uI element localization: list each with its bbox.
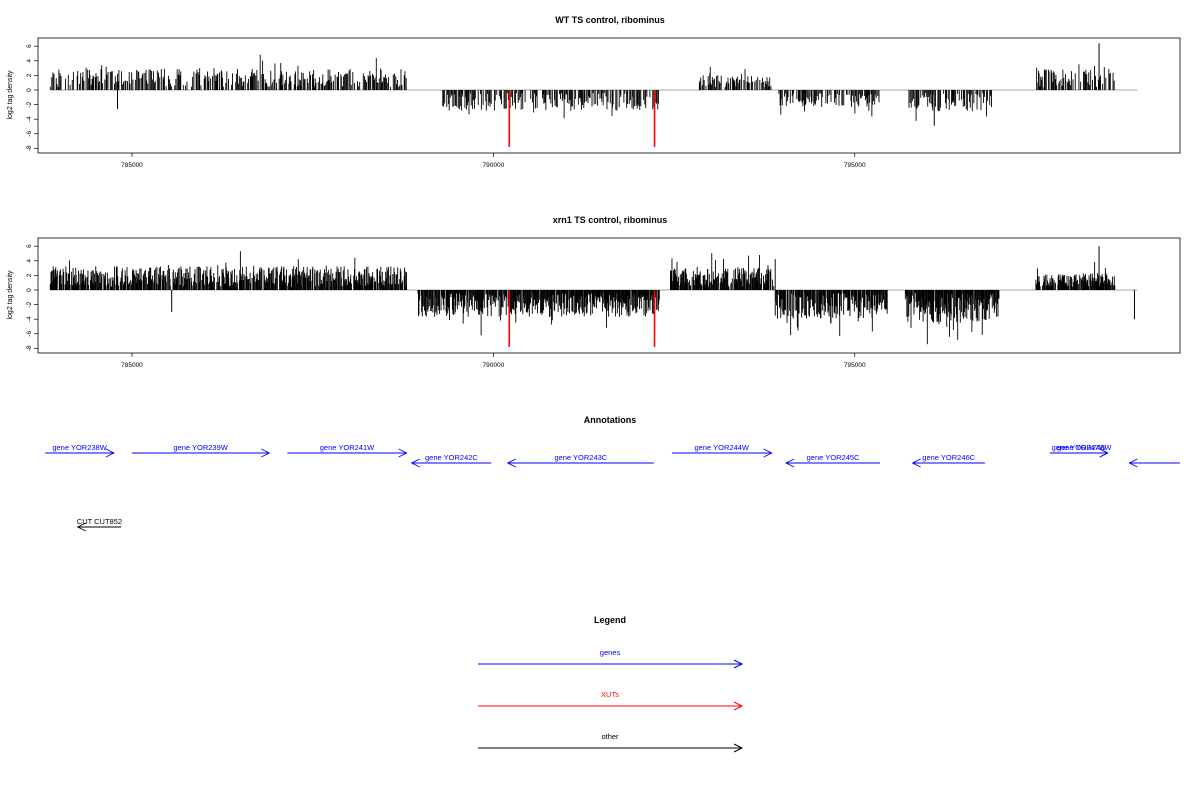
plot-frame — [37, 37, 1181, 154]
x-tick-label: 790000 — [483, 162, 505, 169]
y-tick-label: 2 — [26, 73, 33, 77]
arrowhead-left-icon — [410, 458, 420, 468]
wt-track-panel: WT TS control, ribominus log2 tag densit… — [7, 15, 1181, 169]
x-tick-label: 785000 — [121, 162, 143, 169]
xrn1-track-bars — [49, 246, 1138, 347]
x-tick-label: 790000 — [483, 362, 505, 369]
legend: Legend genes XUTs other — [478, 615, 744, 753]
feature-label: gene YOR242C — [425, 453, 478, 462]
arrowhead-right-icon — [105, 448, 115, 458]
y-tick-label: -6 — [26, 331, 33, 337]
legend-label: other — [601, 732, 619, 741]
y-tick-label: -4 — [26, 116, 33, 122]
x-tick-label: 795000 — [844, 162, 866, 169]
legend-label: XUTs — [601, 690, 619, 699]
arrowhead-right-icon — [763, 448, 773, 458]
feature-label: gene YOR243C — [554, 453, 607, 462]
feature-label: gene YOR248W — [1057, 443, 1112, 452]
annotations-panel: Annotations gene YOR238W gene YOR239W gene… — [45, 415, 1180, 532]
legend-title: Legend — [594, 615, 626, 625]
y-tick-label: 0 — [26, 88, 33, 92]
y-tick-label: 0 — [26, 288, 33, 292]
y-tick-label: -4 — [26, 316, 33, 322]
arrowhead-left-icon — [506, 458, 517, 468]
y-tick-label: 2 — [26, 273, 33, 277]
y-tick-label: -8 — [26, 345, 33, 351]
arrowhead-right-icon — [733, 743, 744, 753]
y-tick-label: 4 — [26, 59, 33, 63]
y-tick-label: -6 — [26, 131, 33, 137]
feature-label: gene YOR246C — [922, 453, 975, 462]
xrn1-track-ylabel: log2 tag density — [7, 270, 14, 320]
arrowhead-right-icon — [398, 448, 408, 458]
wt-track-title: WT TS control, ribominus — [555, 15, 665, 25]
x-tick-label: 795000 — [844, 362, 866, 369]
feature-label: gene YOR245C — [807, 453, 860, 462]
y-tick-label: -8 — [26, 145, 33, 151]
feature-label: CUT CUT852 — [77, 517, 122, 526]
feature-label: gene YOR247W — [1052, 443, 1107, 452]
annotation-features: gene YOR238W gene YOR239W gene YOR241W gene… — [45, 443, 1180, 532]
arrowhead-left-icon — [76, 522, 86, 532]
feature-label: gene YOR238W — [52, 443, 107, 452]
arrowhead-right-icon — [261, 448, 271, 458]
y-tick-label: -2 — [26, 301, 33, 307]
arrowhead-right-icon — [733, 659, 744, 669]
wt-track-ylabel: log2 tag density — [7, 70, 14, 120]
arrowhead-right-icon — [1099, 448, 1109, 458]
y-tick-label: 6 — [26, 244, 33, 248]
legend-label: genes — [600, 648, 621, 657]
x-tick-label: 785000 — [121, 362, 143, 369]
y-tick-label: 4 — [26, 259, 33, 263]
legend-items: genes XUTs other — [478, 648, 744, 753]
xrn1-track-title: xrn1 TS control, ribominus — [553, 215, 668, 225]
feature-label: gene YOR244W — [695, 443, 750, 452]
feature-label: gene YOR239W — [173, 443, 228, 452]
y-tick-label: 6 — [26, 44, 33, 48]
xrn1-track-axes: -8 -6 -4 -2 0 2 4 6 785000 790000 795000 — [26, 237, 1181, 369]
arrowhead-left-icon — [785, 458, 795, 468]
wt-track-axes: -8 -6 -4 -2 0 2 4 6 785000 790000 795000 — [26, 37, 1181, 169]
arrowhead-left-icon — [1128, 458, 1138, 468]
plot-frame — [37, 237, 1181, 354]
feature-label: gene YOR241W — [320, 443, 375, 452]
xrn1-track-panel: xrn1 TS control, ribominus log2 tag dens… — [7, 215, 1181, 369]
arrowhead-left-icon — [911, 458, 921, 468]
annotations-title: Annotations — [584, 415, 637, 425]
arrowhead-right-icon — [733, 701, 744, 711]
y-tick-label: -2 — [26, 101, 33, 107]
wt-track-bars — [49, 43, 1138, 147]
